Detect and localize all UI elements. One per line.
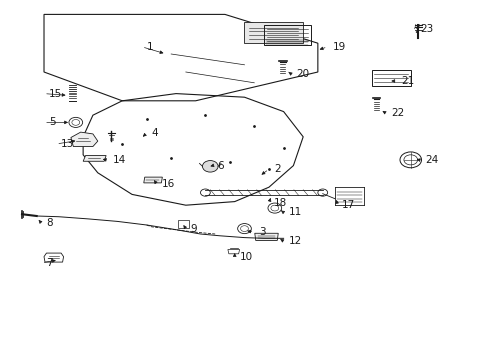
Text: 24: 24: [425, 155, 438, 165]
Circle shape: [202, 161, 218, 172]
Text: 13: 13: [61, 139, 74, 149]
Text: 14: 14: [112, 155, 125, 165]
Circle shape: [317, 189, 327, 196]
Polygon shape: [44, 253, 63, 262]
Text: 23: 23: [420, 24, 433, 34]
Circle shape: [69, 117, 82, 127]
Text: 12: 12: [288, 236, 301, 246]
Text: 1: 1: [146, 42, 153, 52]
Text: 16: 16: [161, 179, 174, 189]
Text: 17: 17: [342, 200, 355, 210]
Text: 5: 5: [49, 117, 56, 127]
Circle shape: [200, 189, 210, 196]
Text: 9: 9: [190, 224, 197, 234]
Text: 18: 18: [273, 198, 286, 208]
Text: 10: 10: [239, 252, 252, 262]
Polygon shape: [254, 233, 278, 240]
Polygon shape: [244, 22, 303, 43]
Circle shape: [399, 152, 421, 168]
Polygon shape: [71, 132, 98, 147]
Text: 21: 21: [400, 76, 413, 86]
Polygon shape: [177, 220, 189, 228]
Text: 7: 7: [46, 258, 53, 268]
Circle shape: [267, 203, 281, 213]
Text: 2: 2: [273, 164, 280, 174]
Circle shape: [237, 224, 251, 234]
Text: 15: 15: [49, 89, 62, 99]
Text: 4: 4: [151, 128, 158, 138]
Text: 6: 6: [217, 161, 224, 171]
Text: 11: 11: [288, 207, 301, 217]
Text: 20: 20: [295, 69, 308, 79]
Text: 19: 19: [332, 42, 345, 52]
Polygon shape: [83, 156, 106, 161]
Text: 3: 3: [259, 227, 265, 237]
Text: 8: 8: [46, 218, 53, 228]
Text: 22: 22: [390, 108, 404, 118]
Polygon shape: [227, 249, 239, 254]
Polygon shape: [143, 177, 162, 183]
